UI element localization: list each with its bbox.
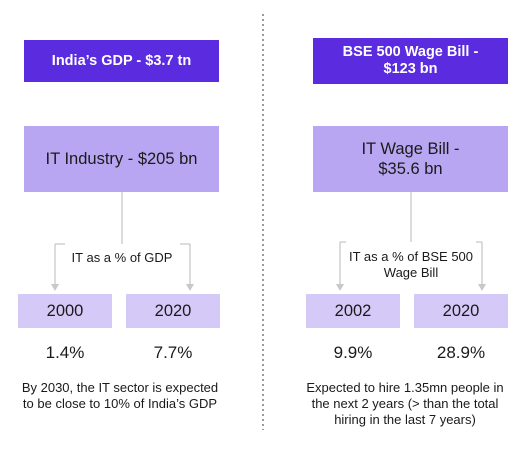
it-gdp-share-text: IT as a % of GDP [71,250,173,265]
year-2000-box: 2000 [18,294,112,328]
bse-wage-bill-box: BSE 500 Wage Bill - $123 bn [313,38,508,84]
it-wage-bill-box: IT Wage Bill - $35.6 bn [313,126,508,192]
left-note: By 2030, the IT sector is expected to be… [0,380,240,412]
bse-wage-bill-line1: BSE 500 Wage Bill - [342,44,479,60]
value-28-9: 28.9% [436,343,486,362]
left-note-line2: to be close to 10% of India’s GDP [22,396,218,411]
right-note-line2: the next 2 years (> than the total [311,396,499,411]
right-note-line3: hiring in the last 7 years) [334,412,476,427]
it-bse-share-line2: Wage Bill [383,265,439,280]
it-wage-bill-line2: $35.6 bn [378,160,443,178]
right-note: Expected to hire 1.35mn people in the ne… [286,380,524,428]
value-1-4: 1.4% [45,343,85,362]
india-gdp-box: India’s GDP - $3.7 tn [24,40,219,82]
value-9-9: 9.9% [333,343,373,362]
arrow-2000 [51,284,59,291]
year-2020-left-label: 2020 [154,301,192,320]
india-gdp-label: India’s GDP - $3.7 tn [51,52,192,69]
arrow-2020-right [478,284,486,291]
it-industry-label: IT Industry - $205 bn [45,150,198,168]
arrow-2020-left [186,284,194,291]
year-2020-right-box: 2020 [414,294,508,328]
left-note-line1: By 2030, the IT sector is expected [21,380,219,395]
it-wage-bill-line1: IT Wage Bill - [361,140,460,158]
value-7-7: 7.7% [153,343,193,362]
it-industry-box: IT Industry - $205 bn [24,126,219,192]
year-2002-label: 2002 [334,301,372,320]
it-gdp-share-label: IT as a % of GDP [60,250,184,266]
bse-wage-bill-line2: $123 bn [383,61,438,77]
right-note-line1: Expected to hire 1.35mn people in [306,380,504,395]
it-bse-share-label: IT as a % of BSE 500 Wage Bill [345,249,477,281]
year-2020-left-box: 2020 [126,294,220,328]
year-2002-box: 2002 [306,294,400,328]
year-2020-right-label: 2020 [442,301,480,320]
year-2000-label: 2000 [46,301,84,320]
it-bse-share-line1: IT as a % of BSE 500 [348,249,474,264]
arrow-2002 [336,284,344,291]
